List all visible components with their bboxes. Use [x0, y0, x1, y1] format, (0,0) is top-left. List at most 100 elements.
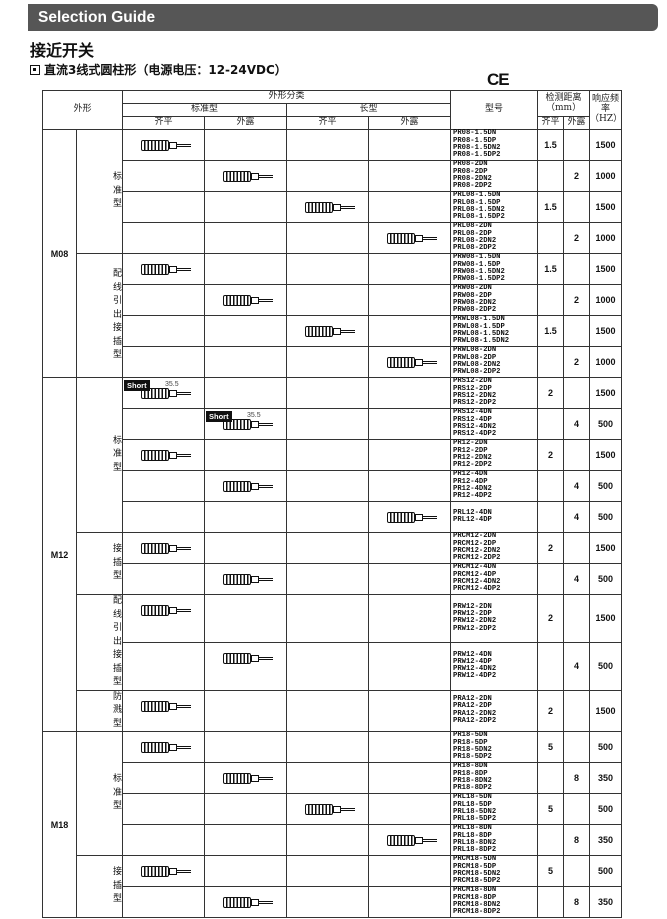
- distance-flush-value: [537, 470, 565, 502]
- type-label: 防溅型: [75, 689, 124, 732]
- shape-cell: [122, 501, 206, 533]
- shape-cell: [204, 315, 288, 347]
- shape-cell: [368, 501, 452, 533]
- shape-cell: [368, 563, 452, 595]
- sensor-cap: [415, 359, 424, 366]
- dimension-label: 35.5: [247, 412, 261, 419]
- table-row: PRL12-4DN PRL12-4DP 4 500: [43, 501, 623, 533]
- sensor-body: [387, 835, 416, 846]
- distance-nonflush-value: [563, 855, 591, 887]
- shape-cell: [204, 377, 288, 409]
- frequency-value: 1500: [589, 315, 623, 347]
- shape-cell: [286, 191, 370, 223]
- sensor-image: [141, 865, 221, 878]
- subtitle: 直流3线式圆柱形（电源电压：12-24VDC）: [30, 61, 287, 78]
- sensor-image: [223, 418, 303, 431]
- sensor-cap: [415, 514, 424, 521]
- model-list: PRW12-2DN PRW12-2DP PRW12-2DN2 PRW12-2DP…: [450, 594, 539, 643]
- shape-cell: [122, 346, 206, 378]
- sensor-cable: [177, 870, 192, 873]
- distance-nonflush-value: [563, 689, 591, 732]
- distance-flush-value: 2: [537, 532, 565, 564]
- model-list: PRCM18-5DN PRCM18-5DP PRCM18-5DN2 PRCM18…: [450, 855, 539, 887]
- distance-flush-value: 1.5: [537, 315, 565, 347]
- shape-cell: [286, 129, 370, 161]
- model-list: PRL18-8DN PRL18-8DP PRL18-8DN2 PRL18-8DP…: [450, 824, 539, 856]
- shape-cell: [286, 563, 370, 595]
- model-list: PR18-8DN PR18-8DP PR18-8DN2 PR18-8DP2: [450, 762, 539, 794]
- size-group-label: M18: [42, 731, 77, 918]
- shape-cell: [204, 594, 288, 643]
- frequency-value: 500: [589, 855, 623, 887]
- model-list: PRWL08-1.5DN PRWL08-1.5DP PRWL08-1.5DN2 …: [450, 315, 539, 347]
- shape-cell: [286, 284, 370, 316]
- sensor-image: [305, 201, 385, 214]
- header-distance: 检测距离（mm）: [537, 90, 591, 117]
- distance-nonflush-value: [563, 439, 591, 471]
- shape-cell: [368, 160, 452, 192]
- shape-cell: [204, 346, 288, 378]
- header-model: 型号: [450, 90, 539, 130]
- type-label: 接插型: [75, 532, 124, 595]
- sensor-image: [223, 573, 303, 586]
- table-row: 接插型 PRCM12-2DN PRCM12-2DP PRCM12-2DN2 PRC…: [43, 532, 623, 595]
- table-row: PRCM12-4DN PRCM12-4DP PRCM12-4DN2 PRCM12…: [43, 563, 623, 595]
- shape-cell: [368, 594, 452, 643]
- distance-nonflush-value: 4: [563, 563, 591, 595]
- shape-cell: [286, 824, 370, 856]
- header-flush-3: 齐平: [537, 116, 565, 130]
- sensor-image: [141, 263, 221, 276]
- model-list: PRA12-2DN PRA12-2DP PRA12-2DN2 PRA12-2DP…: [450, 689, 539, 732]
- sensor-image: [141, 700, 221, 713]
- shape-cell: [122, 824, 206, 856]
- shape-cell: [286, 532, 370, 564]
- sensor-image: [141, 604, 221, 617]
- frequency-value: 1000: [589, 346, 623, 378]
- shape-cell: [286, 346, 370, 378]
- shape-cell: [204, 532, 288, 564]
- distance-nonflush-value: [563, 315, 591, 347]
- table-row: PRL08-1.5DN PRL08-1.5DP PRL08-1.5DN2 PRL…: [43, 191, 623, 223]
- table-row: PRWL08-1.5DN PRWL08-1.5DP PRWL08-1.5DN2 …: [43, 315, 623, 347]
- distance-flush-value: [537, 408, 565, 440]
- model-list: PRCM12-2DN PRCM12-2DP PRCM12-2DN2 PRCM12…: [450, 532, 539, 564]
- sensor-body: [141, 866, 170, 877]
- shape-cell: [122, 315, 206, 347]
- distance-nonflush-value: 4: [563, 501, 591, 533]
- shape-cell: [204, 160, 288, 192]
- sensor-cable: [423, 237, 438, 240]
- header-standard: 标准型: [122, 103, 288, 117]
- table-row: PR12-2DN PR12-2DP PR12-2DN2 PR12-2DP2 2 15…: [43, 439, 623, 471]
- sensor-cable: [177, 704, 192, 708]
- sensor-cable: [341, 330, 356, 333]
- sensor-image: [223, 294, 303, 307]
- shape-cell: [204, 129, 288, 161]
- sensor-cable: [423, 839, 438, 842]
- distance-flush-value: 2: [537, 439, 565, 471]
- sensor-cap: [251, 297, 260, 304]
- table-row: 配线引出 接插型 PRW08-1.5DN PRW08-1.5DP PRW08-1.…: [43, 253, 623, 378]
- model-list: PRW12-4DN PRW12-4DP PRW12-4DN2 PRW12-4DP…: [450, 641, 539, 691]
- sensor-cable: [259, 299, 274, 302]
- model-list: PRL08-1.5DN PRL08-1.5DP PRL08-1.5DN2 PRL…: [450, 191, 539, 223]
- distance-nonflush-value: [563, 532, 591, 564]
- shape-cell: [204, 855, 288, 887]
- table-row: M08 标准型 PR08-1.5DN PR08-1.5DP PR08-1.5DN2 …: [42, 129, 623, 378]
- sensor-image: [223, 772, 303, 785]
- frequency-value: 500: [589, 501, 623, 533]
- shape-cell: [368, 793, 452, 825]
- sensor-cap: [251, 173, 260, 180]
- shape-cell: [122, 253, 206, 285]
- distance-nonflush-value: [563, 191, 591, 223]
- shape-cell: [122, 439, 206, 471]
- shape-cell: [368, 470, 452, 502]
- sensor-body: [141, 450, 170, 461]
- shape-cell: [368, 408, 452, 440]
- sensor-cap: [251, 421, 260, 428]
- shape-cell: [122, 855, 206, 887]
- distance-nonflush-value: 4: [563, 641, 591, 691]
- sensor-image: [223, 896, 303, 909]
- shape-cell: [204, 284, 288, 316]
- shape-cell: [286, 222, 370, 254]
- sensor-body: [387, 233, 416, 244]
